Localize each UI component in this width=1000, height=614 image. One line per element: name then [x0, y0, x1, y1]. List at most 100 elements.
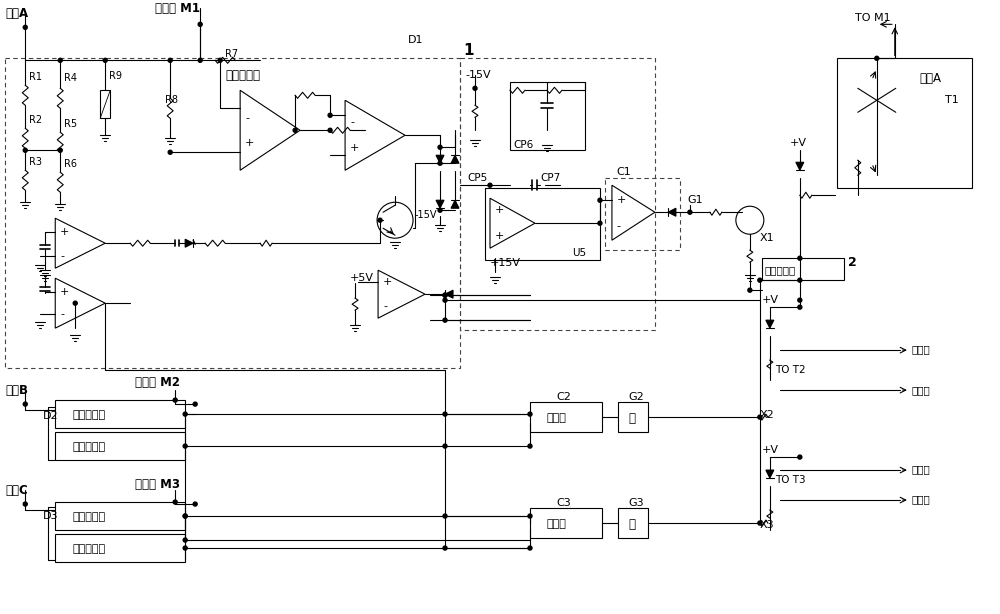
Bar	[530, 402, 602, 432]
Bar	[762, 258, 844, 280]
Circle shape	[443, 293, 447, 297]
Text: R8: R8	[165, 95, 178, 105]
Circle shape	[168, 58, 172, 62]
Circle shape	[183, 514, 187, 518]
Bar	[530, 508, 602, 538]
Circle shape	[23, 148, 27, 152]
Polygon shape	[766, 320, 774, 328]
Text: -: -	[60, 251, 64, 261]
Text: 相位检测器: 相位检测器	[72, 410, 105, 420]
Bar	[460, 58, 655, 330]
Text: 电机线 M3: 电机线 M3	[135, 478, 180, 491]
Text: C1: C1	[616, 167, 631, 177]
Text: +V: +V	[790, 138, 807, 148]
Bar	[5, 58, 460, 368]
Text: 斜坡发生器: 斜坡发生器	[72, 544, 105, 554]
Text: +: +	[617, 195, 626, 205]
Text: 门: 门	[628, 411, 635, 425]
Text: +V: +V	[762, 295, 779, 305]
Text: 到门极: 到门极	[912, 344, 931, 354]
Circle shape	[528, 412, 532, 416]
Text: 相线A: 相线A	[920, 72, 942, 85]
Circle shape	[328, 113, 332, 117]
Circle shape	[798, 298, 802, 302]
Circle shape	[193, 402, 197, 406]
Circle shape	[598, 198, 602, 202]
Text: -15V: -15V	[465, 70, 491, 80]
Polygon shape	[668, 208, 676, 216]
Text: R3: R3	[29, 157, 42, 167]
Text: R4: R4	[64, 73, 77, 84]
Text: +: +	[383, 277, 392, 287]
Text: D1: D1	[408, 36, 424, 45]
Circle shape	[443, 298, 447, 302]
Text: 1: 1	[463, 43, 474, 58]
Circle shape	[58, 148, 62, 152]
Text: 电机线 M1: 电机线 M1	[155, 2, 200, 15]
Text: D2: D2	[43, 411, 59, 421]
Polygon shape	[766, 470, 774, 478]
Circle shape	[378, 218, 382, 222]
Polygon shape	[451, 200, 459, 208]
Circle shape	[198, 58, 202, 62]
Circle shape	[758, 415, 762, 419]
Text: 相线A: 相线A	[5, 7, 28, 20]
Text: R2: R2	[29, 115, 42, 125]
Text: +5V: +5V	[350, 273, 374, 283]
Circle shape	[443, 318, 447, 322]
Circle shape	[183, 514, 187, 518]
Text: +V: +V	[762, 445, 779, 455]
Text: T1: T1	[945, 95, 959, 105]
Circle shape	[438, 208, 442, 212]
Circle shape	[438, 146, 442, 149]
Circle shape	[443, 412, 447, 416]
Circle shape	[173, 500, 177, 504]
Circle shape	[183, 444, 187, 448]
Text: -15V: -15V	[414, 210, 437, 220]
Circle shape	[758, 521, 762, 525]
Text: 比较器: 比较器	[547, 413, 567, 423]
Text: 相位检测器: 相位检测器	[225, 69, 260, 82]
Text: C3: C3	[556, 498, 571, 508]
Polygon shape	[451, 155, 459, 163]
Circle shape	[758, 278, 762, 282]
Circle shape	[168, 150, 172, 154]
Circle shape	[488, 183, 492, 187]
Text: 2: 2	[848, 255, 857, 269]
Text: CP5: CP5	[467, 173, 487, 183]
Circle shape	[438, 161, 442, 165]
Text: TO T3: TO T3	[775, 475, 805, 485]
Bar	[100, 90, 110, 119]
Bar	[618, 508, 648, 538]
Circle shape	[103, 58, 107, 62]
Bar	[618, 402, 648, 432]
Bar	[485, 188, 600, 260]
Circle shape	[23, 502, 27, 506]
Text: +: +	[60, 227, 70, 237]
Text: +: +	[495, 231, 504, 241]
Text: R1: R1	[29, 72, 42, 82]
Circle shape	[73, 301, 77, 305]
Circle shape	[473, 87, 477, 90]
Text: R7: R7	[225, 49, 238, 60]
Bar	[55, 534, 185, 562]
Text: X3: X3	[760, 520, 774, 530]
Text: 相位检测器: 相位检测器	[72, 512, 105, 522]
Text: +15V: +15V	[490, 258, 521, 268]
Circle shape	[798, 455, 802, 459]
Circle shape	[528, 444, 532, 448]
Circle shape	[443, 546, 447, 550]
Circle shape	[875, 56, 879, 60]
Circle shape	[293, 128, 297, 132]
Text: X1: X1	[760, 233, 774, 243]
Text: +: +	[350, 143, 359, 154]
Circle shape	[798, 305, 802, 309]
Text: 高频振荡器: 高频振荡器	[765, 265, 796, 275]
Text: G3: G3	[628, 498, 644, 508]
Bar	[510, 82, 585, 150]
Text: 到门极: 到门极	[912, 464, 931, 474]
Text: R6: R6	[64, 159, 77, 169]
Text: R9: R9	[109, 71, 122, 81]
Circle shape	[183, 546, 187, 550]
Circle shape	[218, 58, 222, 62]
